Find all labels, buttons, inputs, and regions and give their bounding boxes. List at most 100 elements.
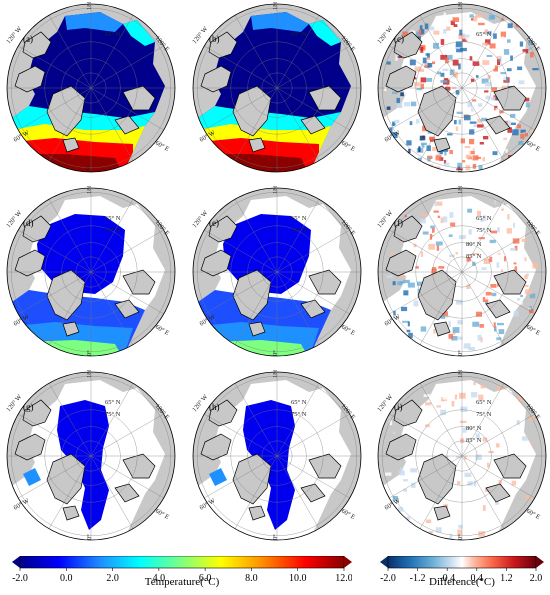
temperature-max-arrow xyxy=(344,556,352,568)
polar-map-d: (d)180°120° W 120° E60° W60° E0°65° N75° … xyxy=(5,186,176,357)
difference-colorbar-svg: -2.0 -1.2 -0.4 0.4 1.2 2.0 xyxy=(380,555,544,584)
colorbar-tick-label: 12.0 xyxy=(335,573,352,584)
graticule xyxy=(193,188,361,356)
lon-label-0: 0° xyxy=(457,350,464,356)
lon-label-60e: 60° E xyxy=(525,324,541,337)
land-masses xyxy=(385,215,527,337)
temperature-colorbar-title: Temperature(°C) xyxy=(144,576,220,588)
map-panel-c: (c) 180° 120° W 120° E 60° W 60° E 0° 65° N xyxy=(376,2,548,174)
map-panel-d: (d) 180° 120° W 120° E 60° W 60° E 0° 65° N 75° … xyxy=(5,186,177,358)
difference-colorbar: -2.0 -1.2 -0.4 0.4 1.2 2.0 xyxy=(380,555,544,590)
lat-label-80: 80° N xyxy=(466,241,482,248)
lon-label-0: 0° xyxy=(272,166,279,172)
colorbar-tick-label: 0.4 xyxy=(471,573,484,584)
lon-label-0: 0° xyxy=(272,534,279,540)
lon-label-0: 0° xyxy=(86,534,93,540)
map-frame xyxy=(377,3,547,173)
land-masses xyxy=(200,399,342,521)
land-masses xyxy=(14,31,156,153)
polar-map-f: (f)180°120° W 120° E60° W60° E0°65° N75° … xyxy=(376,186,547,357)
polar-map-a: (a)180°120° W 120° E60° W60° E0°65° N xyxy=(5,2,176,173)
colorbar-tick-label: 0.0 xyxy=(60,573,73,584)
map-frame xyxy=(377,187,547,357)
lon-label-180: 180° xyxy=(86,370,93,378)
lon-label-180: 180° xyxy=(86,2,93,10)
panel-label-g: (g) xyxy=(23,402,34,412)
lon-label-180: 180° xyxy=(457,370,464,378)
map-frame xyxy=(192,371,362,541)
colorbar-tick-label: 1.2 xyxy=(500,573,513,584)
lat-label-80: 80° N xyxy=(466,425,482,432)
colorbar-tick-label: 2.0 xyxy=(530,573,543,584)
colorbar-tick-label: 4.0 xyxy=(153,573,166,584)
map-frame xyxy=(377,371,547,541)
panel-label-i: (i) xyxy=(394,402,403,412)
lat-label-65: 65° N xyxy=(291,31,307,38)
graticule xyxy=(7,372,175,540)
lon-label-60e: 60° E xyxy=(154,140,170,153)
lon-label-0: 0° xyxy=(86,166,93,172)
polar-map-e: (e)180°120° W 120° E60° W60° E0°65° N75° … xyxy=(191,186,362,357)
polar-map-g: (g)180°120° W 120° E60° W60° E0°65° N75° … xyxy=(5,370,176,541)
graticule xyxy=(7,188,175,356)
temperature-colorbar: -2.0 0.0 2.0 4.0 6.0 8.0 10.0 12.0 xyxy=(12,555,353,590)
lon-label-180: 180° xyxy=(457,2,464,10)
map-frame xyxy=(192,187,362,357)
lat-label-75: 75° N xyxy=(105,227,121,234)
colorbar-tick-label: -1.2 xyxy=(410,573,426,584)
polar-map-i: (i)180°120° W 120° E60° W60° E0°65° N75° … xyxy=(376,370,547,541)
map-panel-i: (i) 180° 120° W 120° E 60° W 60° E 0° 65° N 75° … xyxy=(376,370,548,542)
lon-label-60e: 60° E xyxy=(340,508,356,521)
map-frame xyxy=(6,187,176,357)
lon-label-60e: 60° E xyxy=(340,324,356,337)
lat-label-75: 75° N xyxy=(105,411,121,418)
graticule xyxy=(378,188,546,356)
colorbar-tick-label: 10.0 xyxy=(289,573,307,584)
panel-label-f: (f) xyxy=(394,218,403,228)
panel-label-a: (a) xyxy=(23,34,33,44)
temperature-colorbar-gradient xyxy=(19,555,345,569)
panel-label-b: (b) xyxy=(209,34,220,44)
panel-label-c: (c) xyxy=(394,34,404,44)
lat-label-75: 75° N xyxy=(476,411,492,418)
graticule xyxy=(378,4,546,172)
temperature-colorbar-svg: -2.0 0.0 2.0 4.0 6.0 8.0 10.0 12.0 xyxy=(12,555,353,584)
map-frame xyxy=(6,371,176,541)
graticule xyxy=(193,372,361,540)
graticule xyxy=(7,4,175,172)
lon-label-180: 180° xyxy=(86,186,93,194)
colorbar-tick-label: 2.0 xyxy=(106,573,119,584)
colorbar-tick-label: -2.0 xyxy=(12,573,28,584)
land-masses xyxy=(14,399,156,521)
map-panel-h: (h) 180° 120° W 120° E 60° W 60° E 0° 65° N 75° … xyxy=(191,370,363,542)
land-masses xyxy=(385,399,527,521)
colorbar-tick-label: 6.0 xyxy=(199,573,212,584)
panel-label-d: (d) xyxy=(23,218,34,228)
map-panel-b: (b) 180° 120° W 120° E 60° W 60° E 0° 65° N xyxy=(191,2,363,174)
lat-label-65: 65° N xyxy=(105,31,121,38)
lat-label-65: 65° N xyxy=(291,215,307,222)
lat-label-85: 85° N xyxy=(466,437,482,444)
map-panel-e: (e) 180° 120° W 120° E 60° W 60° E 0° 65° N 75° … xyxy=(191,186,363,358)
lat-label-65: 65° N xyxy=(291,399,307,406)
temperature-min-arrow xyxy=(12,556,20,568)
lon-label-60e: 60° E xyxy=(525,140,541,153)
lat-label-65: 65° N xyxy=(476,399,492,406)
difference-colorbar-title: Difference(°C) xyxy=(429,576,495,588)
lon-label-60e: 60° E xyxy=(154,508,170,521)
map-panel-g: (g) 180° 120° W 120° E 60° W 60° E 0° 65° N 75° … xyxy=(5,370,177,542)
colorbar-tick-label: -2.0 xyxy=(380,573,396,584)
land-masses xyxy=(200,215,342,337)
lat-label-85: 85° N xyxy=(466,253,482,260)
lon-label-180: 180° xyxy=(457,186,464,194)
panel-label-h: (h) xyxy=(209,402,220,412)
lat-label-75: 75° N xyxy=(476,227,492,234)
map-panel-a: (a) 180° 120° W 120° E 60° W 60° E 0° 65° N xyxy=(5,2,177,174)
map-frame xyxy=(6,3,176,173)
polar-map-h: (h)180°120° W 120° E60° W60° E0°65° N75° … xyxy=(191,370,362,541)
difference-max-arrow xyxy=(536,556,544,568)
lon-label-60e: 60° E xyxy=(154,324,170,337)
lon-label-0: 0° xyxy=(457,534,464,540)
colorbar-tick-label: 8.0 xyxy=(245,573,258,584)
lat-label-65: 65° N xyxy=(476,215,492,222)
